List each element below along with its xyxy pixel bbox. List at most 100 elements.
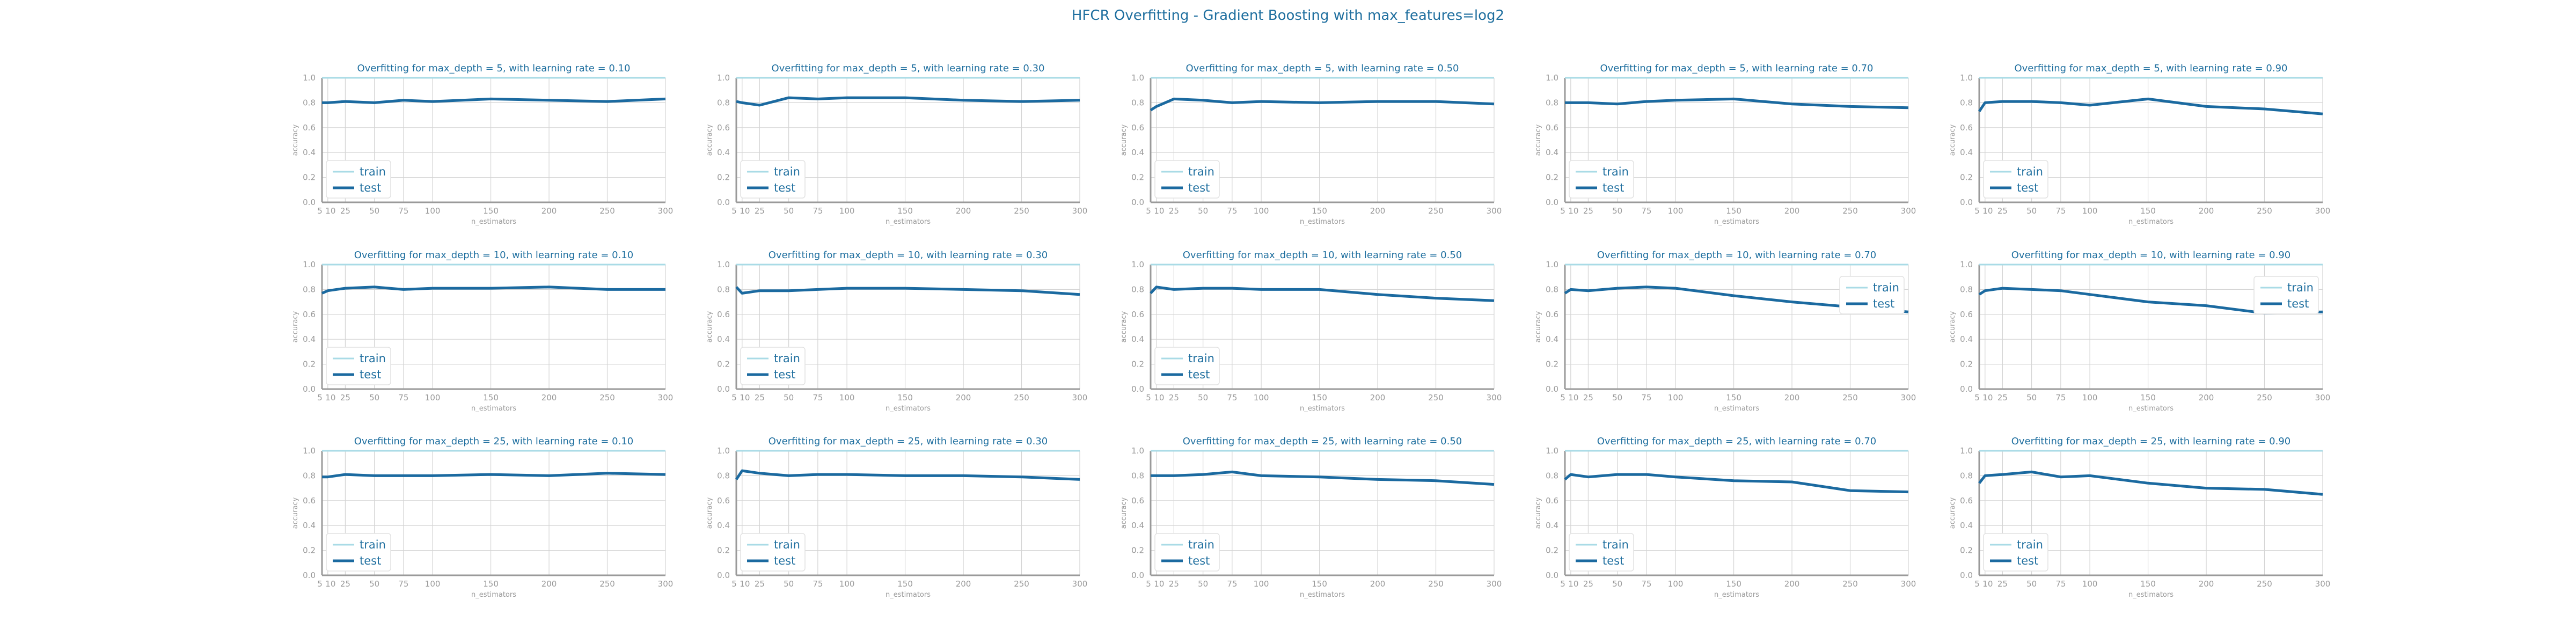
x-tick-label: 10 xyxy=(1982,393,1993,402)
legend-label-test: test xyxy=(1602,181,1624,194)
x-tick-label: 150 xyxy=(483,579,499,589)
x-tick-label: 25 xyxy=(1169,206,1179,216)
x-axis-label: n_estimators xyxy=(885,405,931,413)
subplot-2: 5 10 25 50 75 100 150 200 250 300 0.0 0.2 0.4 0.6 0.8 1… xyxy=(706,63,1087,226)
x-tick-label: 50 xyxy=(784,206,794,216)
y-tick-label: 0.2 xyxy=(1960,360,1973,369)
series-line-test xyxy=(321,286,665,295)
subplot-title: Overfitting for max_depth = 10, with lea… xyxy=(354,250,634,261)
x-tick-label: 50 xyxy=(369,206,379,216)
x-tick-label: 150 xyxy=(1312,393,1327,402)
x-tick-label: 5 xyxy=(1146,393,1151,402)
x-tick-label: 150 xyxy=(1726,393,1741,402)
legend-label-test: test xyxy=(2017,554,2038,567)
figure-title: HFCR Overfitting - Gradient Boosting wit… xyxy=(1071,8,1505,24)
x-tick-label: 300 xyxy=(1072,206,1088,216)
x-tick-label: 300 xyxy=(1072,393,1088,402)
y-tick-label: 0.2 xyxy=(1546,360,1558,369)
x-axis-label: n_estimators xyxy=(471,591,516,599)
subplot-title: Overfitting for max_depth = 5, with lear… xyxy=(1185,63,1459,74)
subplot-title: Overfitting for max_depth = 25, with lea… xyxy=(769,436,1048,447)
x-tick-label: 10 xyxy=(1982,206,1993,216)
y-axis-label: accuracy xyxy=(291,311,299,342)
x-tick-label: 300 xyxy=(1072,579,1088,589)
x-tick-label: 50 xyxy=(784,393,794,402)
y-axis-label: accuracy xyxy=(706,311,714,342)
x-tick-label: 25 xyxy=(1169,393,1179,402)
x-tick-label: 200 xyxy=(956,393,971,402)
x-tick-label: 200 xyxy=(541,206,557,216)
y-tick-label: 1.0 xyxy=(1960,260,1973,269)
y-tick-label: 0.0 xyxy=(1960,570,1973,580)
y-tick-label: 0.6 xyxy=(717,496,730,506)
x-tick-label: 300 xyxy=(1901,206,1916,216)
legend: train test xyxy=(1154,160,1220,199)
x-tick-label: 5 xyxy=(1560,579,1565,589)
x-tick-label: 100 xyxy=(1668,579,1684,589)
y-tick-label: 0.6 xyxy=(717,310,730,319)
legend-label-test: test xyxy=(2287,297,2309,310)
y-tick-label: 0.0 xyxy=(1131,384,1144,394)
y-tick-label: 0.2 xyxy=(303,546,316,555)
x-tick-label: 50 xyxy=(784,579,794,589)
x-tick-label: 250 xyxy=(599,393,615,402)
y-tick-label: 0.4 xyxy=(1960,148,1973,157)
y-tick-label: 0.6 xyxy=(1960,123,1973,133)
subplot-11: 5 10 25 50 75 100 150 200 250 300 0.0 0.2 0.4 0.6 0.8 1… xyxy=(291,436,673,599)
subplot-title: Overfitting for max_depth = 25, with lea… xyxy=(1597,436,1877,447)
y-tick-label: 0.2 xyxy=(303,360,316,369)
x-tick-label: 5 xyxy=(317,579,323,589)
x-axis-label: n_estimators xyxy=(471,218,516,226)
y-axis-label: accuracy xyxy=(1534,311,1542,342)
x-axis-label: n_estimators xyxy=(471,405,516,413)
subplot-8: 5 10 25 50 75 100 150 200 250 300 0.0 0.2 0.4 0.6 0.8 1… xyxy=(1120,250,1502,413)
x-tick-label: 100 xyxy=(425,206,441,216)
x-axis-label: n_estimators xyxy=(1714,218,1759,226)
y-tick-label: 0.8 xyxy=(1960,471,1973,480)
y-tick-label: 0.2 xyxy=(1131,546,1144,555)
y-axis-label: accuracy xyxy=(1534,124,1542,156)
subplot-10: 5 10 25 50 75 100 150 200 250 300 0.0 0.2 0.4 0.6 0.8 1… xyxy=(1949,250,2330,413)
y-tick-label: 0.2 xyxy=(1131,360,1144,369)
x-tick-label: 250 xyxy=(2257,206,2272,216)
x-tick-label: 250 xyxy=(1428,393,1444,402)
subplot-title: Overfitting for max_depth = 10, with lea… xyxy=(769,250,1048,261)
subplot-6: 5 10 25 50 75 100 150 200 250 300 0.0 0.2 0.4 0.6 0.8 1… xyxy=(291,250,673,413)
y-tick-label: 0.6 xyxy=(1960,310,1973,319)
y-tick-label: 0.8 xyxy=(1131,284,1144,294)
legend-label-train: train xyxy=(2017,165,2043,178)
legend-label-train: train xyxy=(360,352,386,365)
x-tick-label: 300 xyxy=(658,393,674,402)
x-axis-label: n_estimators xyxy=(1300,405,1345,413)
y-tick-label: 0.2 xyxy=(1960,546,1973,555)
y-tick-label: 0.0 xyxy=(1960,197,1973,207)
y-tick-label: 0.4 xyxy=(717,148,730,157)
x-tick-label: 75 xyxy=(398,206,408,216)
y-tick-label: 0.0 xyxy=(1546,570,1558,580)
x-tick-label: 75 xyxy=(1641,206,1651,216)
y-axis-label: accuracy xyxy=(291,497,299,529)
y-tick-label: 1.0 xyxy=(1546,446,1558,456)
legend-label-test: test xyxy=(774,554,795,567)
x-tick-label: 150 xyxy=(897,579,913,589)
x-tick-label: 200 xyxy=(541,579,557,589)
x-tick-label: 100 xyxy=(2082,579,2098,589)
y-tick-label: 1.0 xyxy=(1960,446,1973,456)
x-tick-label: 100 xyxy=(1668,206,1684,216)
x-tick-label: 10 xyxy=(1568,393,1578,402)
x-tick-label: 200 xyxy=(1784,206,1800,216)
series-line-test xyxy=(1151,470,1495,486)
x-tick-label: 150 xyxy=(897,206,913,216)
series-line-test xyxy=(1978,97,2323,115)
y-tick-label: 0.0 xyxy=(1131,197,1144,207)
x-tick-label: 150 xyxy=(1312,206,1327,216)
y-tick-label: 0.6 xyxy=(303,310,316,319)
y-tick-label: 0.8 xyxy=(303,284,316,294)
legend: train test xyxy=(326,533,391,572)
x-tick-label: 75 xyxy=(1641,393,1651,402)
y-tick-label: 1.0 xyxy=(303,73,316,83)
y-axis-label: accuracy xyxy=(291,124,299,156)
x-axis-label: n_estimators xyxy=(885,591,931,599)
legend-label-train: train xyxy=(1602,165,1629,178)
x-tick-label: 250 xyxy=(1842,393,1858,402)
